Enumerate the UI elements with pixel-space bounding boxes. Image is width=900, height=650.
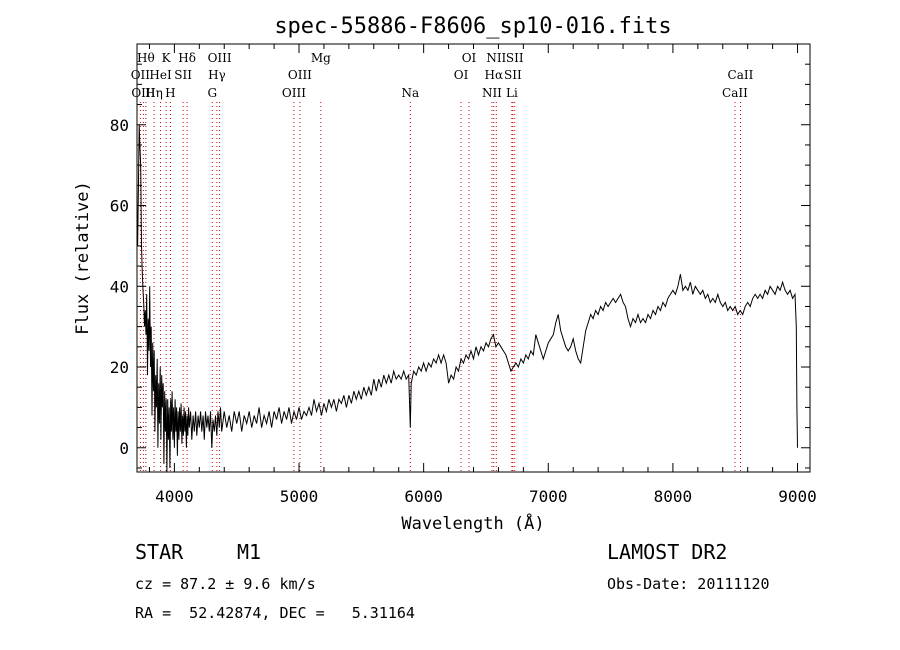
line-marker-label-22: SII (504, 68, 522, 82)
object-subclass: M1 (237, 540, 262, 564)
line-marker-label-4: HeI (149, 68, 172, 82)
line-marker-label-11: OIII (208, 51, 232, 65)
line-marker-label-24: CaII (722, 86, 748, 100)
x-tick-label-1: 5000 (280, 487, 319, 506)
x-tick-label-5: 9000 (778, 487, 817, 506)
line-marker-label-14: Mg (311, 51, 331, 65)
line-marker-label-13: OIII (288, 68, 312, 82)
x-tick-label-3: 7000 (529, 487, 568, 506)
y-tick-label-3: 60 (110, 197, 129, 216)
line-marker-label-0: OII (131, 68, 151, 82)
line-marker-label-7: SII (174, 68, 192, 82)
x-tick-label-0: 4000 (155, 487, 194, 506)
plot-frame (136, 43, 811, 473)
line-marker-label-12: OIII (282, 86, 306, 100)
y-tick-label-2: 40 (110, 277, 129, 296)
line-marker-label-18: NII (482, 86, 502, 100)
observation-date: Obs-Date: 20111120 (607, 575, 770, 593)
line-marker-label-17: OI (462, 51, 477, 65)
object-class: STAR (135, 540, 184, 564)
coordinates: RA = 52.42874, DEC = 5.31164 (135, 604, 415, 622)
line-marker-label-8: Hδ (178, 51, 196, 65)
line-marker-label-20: NII (486, 51, 506, 65)
line-marker-label-21: Li (506, 86, 518, 100)
y-axis: 0 20 40 60 80 (110, 63, 810, 469)
line-marker-label-10: Hγ (208, 68, 226, 82)
survey-name: LAMOST DR2 (607, 540, 728, 564)
y-tick-label-0: 0 (119, 439, 129, 458)
y-tick-label-4: 80 (110, 116, 129, 135)
line-marker-label-6: H (165, 86, 175, 100)
line-marker-label-3: Hη (145, 86, 163, 100)
line-marker-label-5: K (162, 51, 172, 65)
line-marker-label-2: Hθ (137, 51, 155, 65)
emission-line-markers: OIIOIIIHθHηHeIKHSIIHδGHγOIIIOIIIOIIIMgNa… (131, 51, 754, 472)
x-tick-label-4: 8000 (654, 487, 693, 506)
line-marker-label-19: Hα (485, 68, 504, 82)
x-tick-label-2: 6000 (404, 487, 443, 506)
line-marker-label-15: Na (401, 86, 419, 100)
line-marker-label-16: OI (454, 68, 469, 82)
spectrum-line-group (137, 124, 798, 473)
y-tick-label-1: 20 (110, 358, 129, 377)
line-marker-label-9: G (207, 86, 217, 100)
spectrum-line (137, 124, 798, 473)
x-axis: 4000 5000 6000 7000 8000 9000 (148, 44, 817, 506)
line-marker-label-25: CaII (728, 68, 754, 82)
chart-title: spec-55886-F8606_sp10-016.fits (274, 14, 671, 39)
x-axis-label: Wavelength (Å) (401, 512, 544, 534)
line-marker-label-23: SII (506, 51, 524, 65)
y-axis-label: Flux (relative) (73, 181, 93, 335)
redshift-value: cz = 87.2 ± 9.6 km/s (135, 575, 316, 593)
